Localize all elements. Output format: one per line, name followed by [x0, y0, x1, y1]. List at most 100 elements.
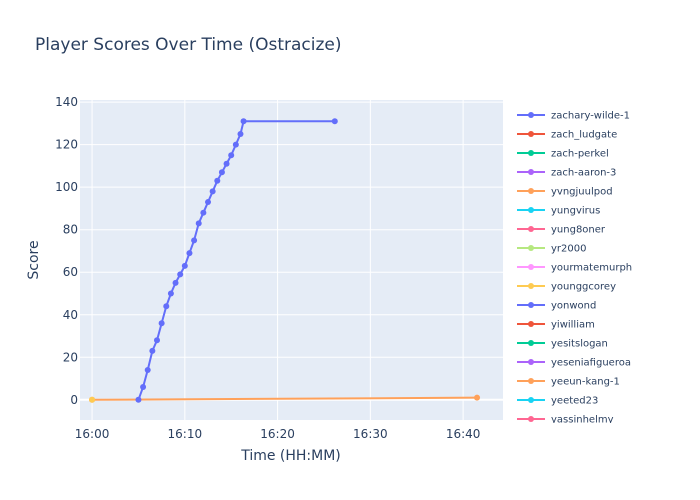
y-axis-title: Score — [26, 240, 42, 279]
data-point — [195, 220, 202, 227]
data-point — [135, 396, 142, 403]
data-point — [177, 271, 184, 278]
y-tick-label: 120 — [55, 138, 78, 152]
data-point — [149, 347, 156, 354]
legend-item[interactable]: zachary-wilde-1 — [517, 111, 630, 122]
legend-label: yourmatemurph — [551, 263, 632, 274]
legend-label: yung8oner — [551, 225, 606, 236]
legend-label: yonwond — [551, 301, 596, 312]
data-point — [218, 169, 225, 176]
series-younggcorey — [89, 396, 96, 403]
legend-item[interactable]: yesitslogan — [517, 339, 608, 350]
data-point — [232, 141, 239, 148]
legend-swatch-marker — [528, 416, 534, 422]
legend-label: yungvirus — [551, 206, 600, 217]
y-tick-label: 100 — [55, 180, 78, 194]
plot-area — [80, 100, 503, 420]
legend-label: yeeted23 — [551, 396, 598, 407]
legend-item[interactable]: yourmatemurph — [517, 263, 632, 274]
legend-swatch-marker — [528, 283, 534, 289]
data-point — [89, 396, 96, 403]
data-point — [144, 367, 151, 374]
data-point — [191, 237, 198, 244]
y-tick-label: 140 — [55, 95, 78, 109]
legend-item[interactable]: yungvirus — [517, 206, 600, 217]
legend-item[interactable]: yeeun-kang-1 — [517, 377, 620, 388]
legend-item[interactable]: zach_ludgate — [517, 130, 617, 141]
legend-swatch-marker — [528, 188, 534, 194]
data-point — [200, 209, 207, 216]
legend-item[interactable]: yiwilliam — [517, 320, 595, 331]
legend-label: yeseniafigueroa — [551, 358, 631, 369]
data-point — [186, 250, 193, 257]
data-point — [205, 199, 212, 206]
legend-swatch-marker — [528, 321, 534, 327]
legend-item[interactable]: yvngjuulpod — [517, 187, 613, 198]
data-point — [163, 303, 170, 310]
data-point — [240, 118, 247, 125]
data-point — [223, 160, 230, 167]
y-tick-label: 0 — [70, 393, 78, 407]
legend[interactable]: zachary-wilde-1 zach_ludgate zach-perkel za… — [517, 111, 632, 426]
data-point — [153, 337, 160, 344]
data-point — [214, 177, 221, 184]
legend-label: zach-aaron-3 — [551, 168, 616, 179]
legend-item[interactable]: yeeted23 — [517, 396, 598, 407]
series-line — [92, 396, 478, 401]
legend-item[interactable]: yonwond — [517, 301, 596, 312]
data-point — [158, 320, 165, 327]
legend-item[interactable]: zach-perkel — [517, 149, 609, 160]
legend-item[interactable]: yung8oner — [517, 225, 606, 236]
legend-item[interactable]: zach-aaron-3 — [517, 168, 616, 179]
data-point — [237, 131, 244, 138]
legend-label: zachary-wilde-1 — [551, 111, 630, 122]
legend-label: zach_ludgate — [551, 130, 617, 141]
data-point — [228, 152, 235, 159]
legend-swatch-marker — [528, 150, 534, 156]
legend-swatch-marker — [528, 226, 534, 232]
data-point — [331, 118, 338, 125]
legend-swatch-marker — [528, 112, 534, 118]
series-layer — [89, 118, 481, 403]
legend-swatch-marker — [528, 207, 534, 213]
legend-label: yassinhelmy — [551, 415, 614, 426]
data-point — [172, 279, 179, 286]
data-point — [181, 262, 188, 269]
x-tick-label: 16:30 — [353, 427, 388, 441]
chart-title: Player Scores Over Time (Ostracize) — [35, 35, 342, 55]
x-tick-label: 16:00 — [75, 427, 110, 441]
grid — [80, 100, 503, 420]
legend-label: yiwilliam — [551, 320, 595, 331]
tick-labels: 0 20 40 60 80 100 120 140 16:00 16:10 16:20 16:30 16… — [55, 95, 480, 441]
x-tick-label: 16:40 — [446, 427, 481, 441]
legend-swatch-marker — [528, 340, 534, 346]
legend-label: zach-perkel — [551, 149, 609, 160]
data-point — [140, 384, 147, 391]
legend-item[interactable]: yr2000 — [517, 244, 586, 255]
legend-label: younggcorey — [551, 282, 616, 293]
data-point — [167, 290, 174, 297]
data-point — [474, 394, 481, 401]
legend-item[interactable]: younggcorey — [517, 282, 616, 293]
legend-swatch-marker — [528, 397, 534, 403]
legend-label: yvngjuulpod — [551, 187, 613, 198]
data-point — [209, 188, 216, 195]
x-axis-title: Time (HH:MM) — [240, 448, 341, 464]
y-tick-label: 20 — [63, 350, 78, 364]
legend-item[interactable]: yassinhelmy — [517, 415, 614, 426]
y-tick-label: 60 — [63, 265, 78, 279]
legend-swatch-marker — [528, 302, 534, 308]
legend-item[interactable]: yeseniafigueroa — [517, 358, 631, 369]
legend-swatch-marker — [528, 359, 534, 365]
y-tick-label: 40 — [63, 308, 78, 322]
legend-label: yeeun-kang-1 — [551, 377, 620, 388]
legend-label: yr2000 — [551, 244, 586, 255]
y-tick-label: 80 — [63, 223, 78, 237]
x-tick-label: 16:20 — [260, 427, 295, 441]
series-zachary-wilde-1 — [135, 118, 338, 403]
legend-swatch-marker — [528, 264, 534, 270]
legend-label: yesitslogan — [551, 339, 608, 350]
legend-swatch-marker — [528, 378, 534, 384]
legend-swatch-marker — [528, 245, 534, 251]
